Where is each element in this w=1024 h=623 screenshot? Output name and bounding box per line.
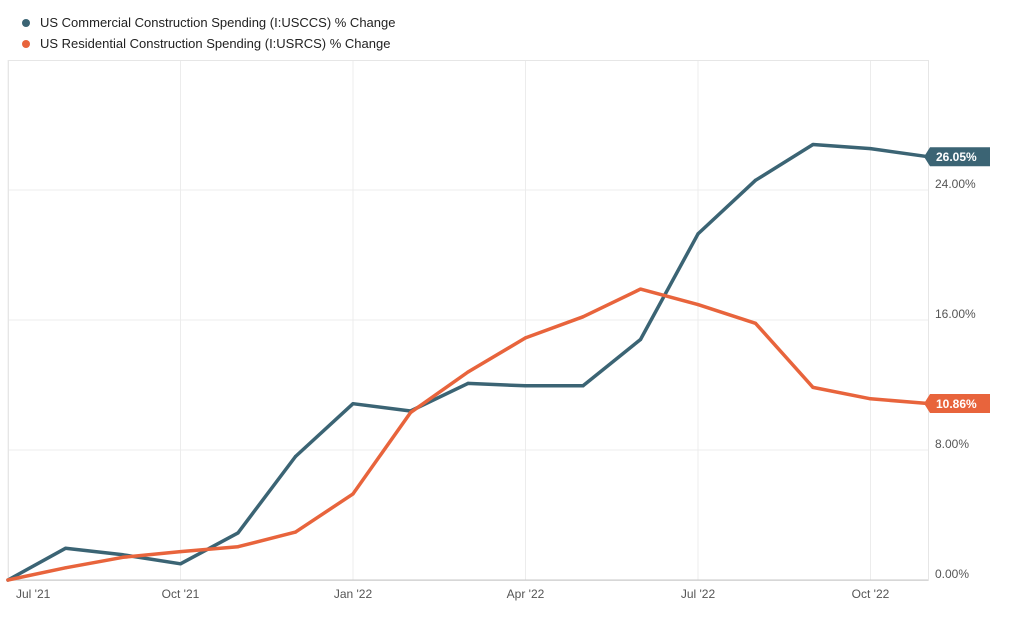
data-point[interactable] [351, 402, 355, 406]
data-point[interactable] [868, 146, 873, 151]
end-label-badge [924, 394, 990, 414]
data-point[interactable] [638, 337, 643, 342]
legend-dot-commercial [22, 18, 30, 27]
data-point[interactable] [178, 562, 183, 566]
grid-lines [7, 60, 928, 580]
data-point[interactable] [293, 454, 298, 459]
x-tick-label: Jul '22 [681, 587, 716, 601]
x-tick-label: Apr '22 [507, 587, 545, 601]
x-tick-label: Oct '21 [162, 587, 200, 601]
data-point[interactable] [638, 287, 643, 291]
data-point[interactable] [121, 555, 125, 559]
data-point[interactable] [581, 315, 585, 319]
data-point[interactable] [523, 336, 528, 340]
end-value-label: 10.86% [936, 397, 977, 411]
data-point[interactable] [581, 384, 585, 388]
data-point[interactable] [178, 549, 183, 554]
data-point[interactable] [236, 545, 240, 549]
x-axis-ticks: Jul '21 Oct '21 Jan '22 Apr '22 Jul '22 Oct '… [16, 587, 890, 601]
data-point[interactable] [63, 566, 68, 570]
data-point[interactable] [696, 232, 700, 236]
legend-dot-residential [22, 39, 30, 48]
data-point[interactable] [753, 178, 758, 182]
legend-label-commercial: US Commercial Construction Spending (I:U… [40, 15, 396, 30]
end-value-label: 26.05% [936, 150, 977, 164]
x-tick-label: Oct '22 [852, 587, 890, 601]
chart-legend: US Commercial Construction Spending (I:U… [22, 12, 395, 54]
data-point[interactable] [811, 142, 815, 147]
data-point[interactable] [753, 321, 758, 325]
data-point[interactable] [408, 411, 413, 415]
x-tick-label: Jul '21 [16, 587, 51, 601]
y-tick-label: 16.00% [935, 307, 976, 321]
data-point[interactable] [351, 492, 355, 496]
data-point[interactable] [466, 381, 470, 385]
series-line-1[interactable] [6, 287, 930, 582]
y-tick-label: 8.00% [935, 437, 969, 451]
data-point[interactable] [236, 531, 240, 535]
legend-item-commercial[interactable]: US Commercial Construction Spending (I:U… [22, 12, 395, 33]
legend-item-residential[interactable]: US Residential Construction Spending (I:… [22, 33, 395, 54]
data-point[interactable] [293, 530, 298, 534]
end-label-badge [924, 147, 990, 167]
data-point[interactable] [6, 578, 10, 582]
data-point[interactable] [696, 302, 700, 307]
x-tick-label: Jan '22 [334, 587, 373, 601]
y-tick-label: 24.00% [935, 177, 976, 191]
y-axis-ticks: 0.00% 8.00% 16.00% 24.00% [935, 177, 976, 581]
series-lines [6, 142, 930, 582]
data-point[interactable] [466, 370, 470, 374]
y-tick-label: 0.00% [935, 567, 969, 581]
data-point[interactable] [523, 384, 528, 388]
data-point[interactable] [868, 397, 873, 401]
data-point[interactable] [63, 546, 68, 550]
data-point[interactable] [811, 385, 815, 390]
legend-label-residential: US Residential Construction Spending (I:… [40, 36, 391, 51]
series-end-labels: 26.05% 10.86% [924, 147, 990, 414]
